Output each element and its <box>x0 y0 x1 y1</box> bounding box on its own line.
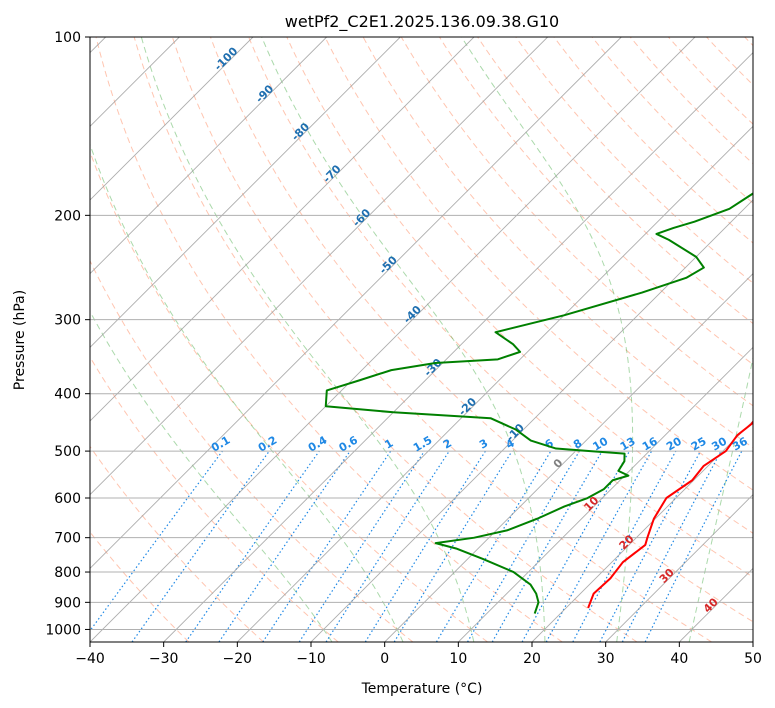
isotherm-line <box>90 37 622 569</box>
mixing-ratio-line <box>298 450 425 642</box>
mixing-ratio-line <box>218 450 351 642</box>
moist-adiabat-line <box>90 310 333 642</box>
y-tick-label: 100 <box>54 30 81 46</box>
isotherm-line <box>237 125 753 642</box>
x-axis-title: Temperature (°C) <box>361 681 483 697</box>
mixing-ratio-line <box>545 450 653 642</box>
dry-adiabat-line <box>210 37 753 623</box>
isotherm-line <box>531 420 753 642</box>
y-axis: 100 200 300 400 500 600 700 800 900 1000 <box>45 30 90 638</box>
moist-adiabat-line <box>688 355 753 642</box>
isotherm-line <box>458 346 753 642</box>
isotherms <box>90 37 753 642</box>
isotherm-line <box>90 37 475 422</box>
y-tick-label: 400 <box>54 387 81 403</box>
dry-adiabat-line <box>171 37 712 642</box>
mixing-ratio-line <box>521 450 631 642</box>
x-axis: −40 −30 −20 −10 0 10 20 30 40 50 <box>75 642 762 667</box>
y-tick-label: 600 <box>54 491 81 507</box>
mixing-ratio-line <box>90 450 223 632</box>
x-tick-label: −40 <box>75 651 105 667</box>
mixing-ratio-line <box>262 450 392 642</box>
mixing-ratio-line <box>572 450 677 642</box>
mixing-ratio-line <box>644 450 743 642</box>
x-tick-label: −20 <box>223 651 253 667</box>
dry-adiabat-line <box>515 37 753 284</box>
mixing-ratio-line <box>325 450 450 642</box>
plot-frame <box>89 36 754 643</box>
dry-adiabat-line <box>477 37 753 325</box>
y-tick-label: 700 <box>54 531 81 547</box>
isotherm-line <box>384 273 753 642</box>
dry-adiabat-line <box>248 37 753 578</box>
isobars <box>90 37 753 630</box>
dry-adiabat-line <box>400 37 753 407</box>
dry-adiabat-line <box>90 445 264 642</box>
x-tick-label: 0 <box>380 651 389 667</box>
dewpoint-line <box>324 192 753 614</box>
x-tick-label: −10 <box>296 651 326 667</box>
dry-adiabat-line <box>324 37 753 491</box>
chart-title: wetPf2_C2E1.2025.136.09.38.G10 <box>285 12 559 32</box>
x-tick-label: 10 <box>449 651 467 667</box>
x-tick-label: 30 <box>597 651 615 667</box>
mixing-ratio-lines <box>90 450 743 642</box>
dry-adiabat-line <box>591 37 753 204</box>
mixing-ratio-line <box>393 450 513 642</box>
moist-adiabat-line <box>140 37 475 642</box>
y-tick-label: 300 <box>54 313 81 329</box>
profile-series <box>324 192 753 614</box>
y-axis-title: Pressure (hPa) <box>12 290 28 390</box>
isotherm-line <box>90 37 327 275</box>
moist-adiabat-line <box>261 37 546 642</box>
x-tick-label: 40 <box>670 651 688 667</box>
isotherm-line <box>310 199 753 642</box>
mixing-ratio-line <box>185 450 320 642</box>
isotherm-line <box>90 37 401 348</box>
mixing-ratio-line <box>131 450 270 642</box>
dry-adiabat-line <box>95 37 563 642</box>
dry-adiabat-line <box>629 37 753 165</box>
isotherm-line <box>90 37 696 642</box>
y-tick-label: 200 <box>54 208 81 224</box>
dry-adiabat-line <box>90 259 414 642</box>
isotherm-line <box>90 37 254 201</box>
moist-adiabat-line <box>90 143 404 642</box>
x-tick-label: 20 <box>523 651 541 667</box>
y-tick-label: 500 <box>54 444 81 460</box>
y-tick-label: 900 <box>54 595 81 611</box>
x-tick-label: −30 <box>149 651 179 667</box>
temperature-line <box>587 420 753 609</box>
dry-adiabat-line <box>133 37 638 642</box>
isotherm-line <box>90 37 548 496</box>
isotherm-line <box>605 494 753 642</box>
isotherm-line <box>163 52 753 642</box>
x-tick-label: 50 <box>744 651 762 667</box>
y-tick-label: 1000 <box>45 622 81 638</box>
y-tick-label: 800 <box>54 565 81 581</box>
